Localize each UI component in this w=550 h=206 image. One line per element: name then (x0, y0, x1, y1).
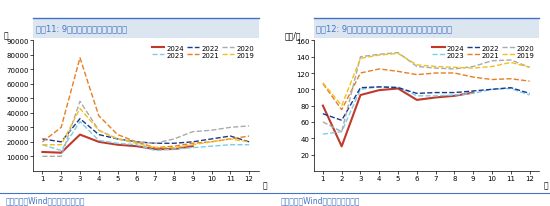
Text: 小时/月: 小时/月 (284, 31, 301, 40)
Text: 资料来源：Wind，国盛证券研究所: 资料来源：Wind，国盛证券研究所 (6, 195, 85, 204)
Text: 资料来源：Wind，国盛证券研究所: 资料来源：Wind，国盛证券研究所 (280, 195, 360, 204)
Text: 图表12: 9月挖掘机开工小时数同样有所回升，但仍在低位: 图表12: 9月挖掘机开工小时数同样有所回升，但仍在低位 (316, 24, 452, 33)
Text: 月: 月 (543, 180, 548, 189)
Legend: 2024, 2023, 2022, 2021, 2020, 2019: 2024, 2023, 2022, 2021, 2020, 2019 (431, 45, 536, 59)
Text: 台: 台 (4, 31, 8, 40)
Text: 图表11: 9月挖掘机销售环比延续改善: 图表11: 9月挖掘机销售环比延续改善 (36, 24, 127, 33)
Text: 月: 月 (263, 180, 268, 189)
Legend: 2024, 2023, 2022, 2021, 2020, 2019: 2024, 2023, 2022, 2021, 2020, 2019 (151, 45, 255, 59)
